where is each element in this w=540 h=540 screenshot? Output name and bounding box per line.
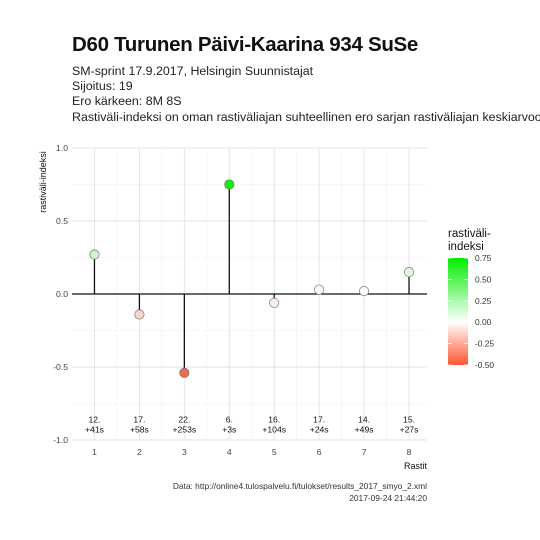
y-tick-label: 0.0 (56, 289, 68, 299)
lollipop-point (134, 309, 145, 320)
x-tick-label: 3 (182, 447, 187, 457)
legend-tick-label: -0.25 (475, 339, 494, 349)
x-tick-label: 7 (362, 447, 367, 457)
point-rank-label: 16. (268, 414, 280, 424)
subtitle-line-description: Rastiväli-indeksi on oman rastiväliajan … (72, 109, 540, 124)
point-diff-label: +104s (262, 424, 286, 434)
point-rank-label: 12. (88, 414, 100, 424)
legend-tick-label: 0.25 (475, 296, 492, 306)
point-rank-label: 17. (313, 414, 325, 424)
point-rank-label: 17. (133, 414, 145, 424)
chart-subtitle: SM-sprint 17.9.2017, Helsingin Suunnista… (72, 64, 540, 125)
point-diff-label: +49s (355, 424, 374, 434)
point-rank-label: 14. (358, 414, 370, 424)
subtitle-line-rank: Sijoitus: 19 (72, 79, 133, 94)
lollipop-point (269, 297, 280, 308)
point-diff-label: +27s (400, 424, 419, 434)
lollipop-point (224, 179, 235, 190)
caption-source: Data: http://online4.tulospalvelu.fi/tul… (172, 481, 427, 491)
legend-colorbar (448, 258, 468, 365)
lollipop-point (314, 284, 325, 295)
point-diff-label: +24s (310, 424, 329, 434)
point-diff-label: +58s (130, 424, 149, 434)
x-tick-label: 6 (317, 447, 322, 457)
legend-tick-label: -0.50 (475, 360, 494, 370)
point-diff-label: +253s (173, 424, 197, 434)
legend-title: indeksi (448, 241, 484, 253)
point-rank-label: 15. (403, 414, 415, 424)
point-diff-label: +3s (222, 424, 236, 434)
x-tick-label: 8 (407, 447, 412, 457)
y-tick-label: 0.5 (56, 216, 68, 226)
x-tick-label: 1 (92, 447, 97, 457)
y-tick-label: -1.0 (53, 435, 68, 445)
y-tick-label: -0.5 (53, 362, 68, 372)
y-tick-label: 1.0 (56, 143, 68, 153)
x-axis-title: Rastit (404, 461, 428, 471)
lollipop-point (89, 249, 100, 260)
chart-title: D60 Turunen Päivi-Kaarina 934 SuSe (72, 33, 419, 56)
point-rank-label: 6. (226, 414, 233, 424)
subtitle-line-event: SM-sprint 17.9.2017, Helsingin Suunnista… (72, 64, 314, 78)
x-tick-label: 2 (137, 447, 142, 457)
point-diff-label: +41s (85, 424, 104, 434)
legend-tick-label: 0.00 (475, 317, 492, 327)
lollipop-point (179, 367, 190, 378)
x-tick-label: 4 (227, 447, 232, 457)
legend-title: rastiväli- (448, 228, 491, 240)
x-tick-label: 5 (272, 447, 277, 457)
subtitle-line-gap: Ero kärkeen: 8M 8S (72, 94, 182, 109)
caption-timestamp: 2017-09-24 21:44:20 (349, 493, 427, 503)
legend-tick-label: 0.75 (475, 253, 492, 263)
point-rank-label: 22. (178, 414, 190, 424)
legend-tick-label: 0.50 (475, 274, 492, 284)
lollipop-point (359, 286, 370, 297)
lollipop-point (403, 267, 415, 278)
y-axis-title: rastiväli-indeksi (38, 151, 48, 213)
